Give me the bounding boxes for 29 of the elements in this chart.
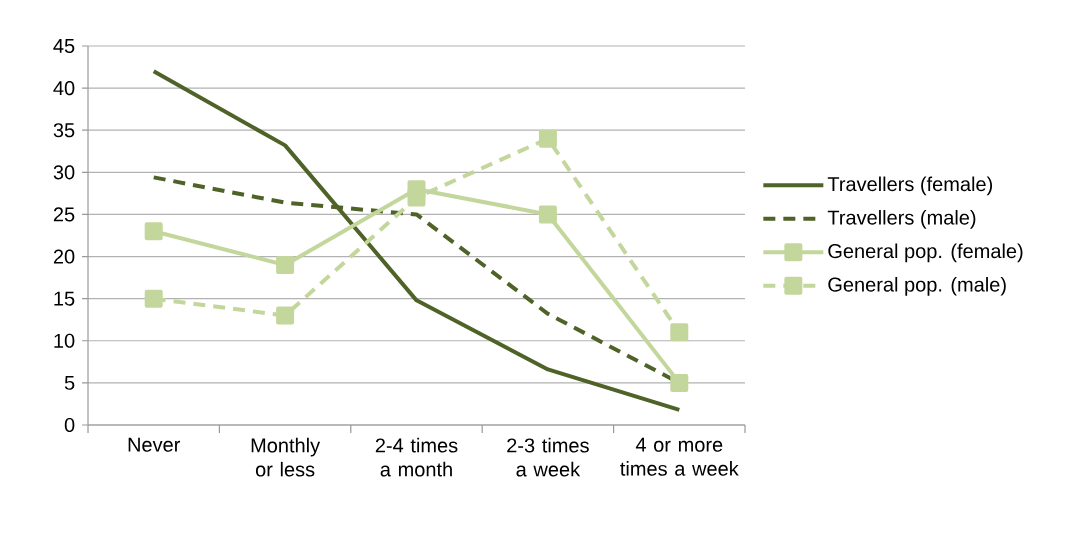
line-series xyxy=(151,69,682,412)
y-tick-label: 0 xyxy=(64,417,75,433)
y-tick-label: 30 xyxy=(53,165,75,180)
point xyxy=(407,188,426,207)
legend-label: Travellers (female) xyxy=(827,176,993,196)
y-tick-label: 15 xyxy=(54,291,75,306)
x-tick-label: 2-3 times a week xyxy=(507,437,589,477)
x-tick-label: 4 or more times a week xyxy=(620,437,739,476)
y-tick-label: 40 xyxy=(53,81,75,96)
y-tick-label: 25 xyxy=(53,207,75,222)
point xyxy=(670,323,689,342)
point xyxy=(538,205,557,224)
x-tick-label: 2-4 times a month xyxy=(375,437,458,477)
y-tick-label: 20 xyxy=(53,249,75,264)
y-tick-label: 35 xyxy=(53,123,75,138)
x-tick-label: Never xyxy=(128,437,181,452)
point xyxy=(276,255,295,274)
point xyxy=(276,306,295,325)
y-tick-label: 5 xyxy=(64,375,75,390)
legend-label: General pop. (male) xyxy=(828,276,1006,296)
point xyxy=(670,373,689,392)
y-tick-label: 45 xyxy=(53,39,75,53)
x-tick-label: Monthly or less xyxy=(251,437,321,477)
point xyxy=(144,289,163,308)
legend-label: Travellers (male) xyxy=(827,210,976,229)
point xyxy=(144,222,163,241)
legend-label: General pop. (female) xyxy=(828,243,1023,263)
y-tick-label: 10 xyxy=(54,333,75,348)
point xyxy=(538,129,557,148)
